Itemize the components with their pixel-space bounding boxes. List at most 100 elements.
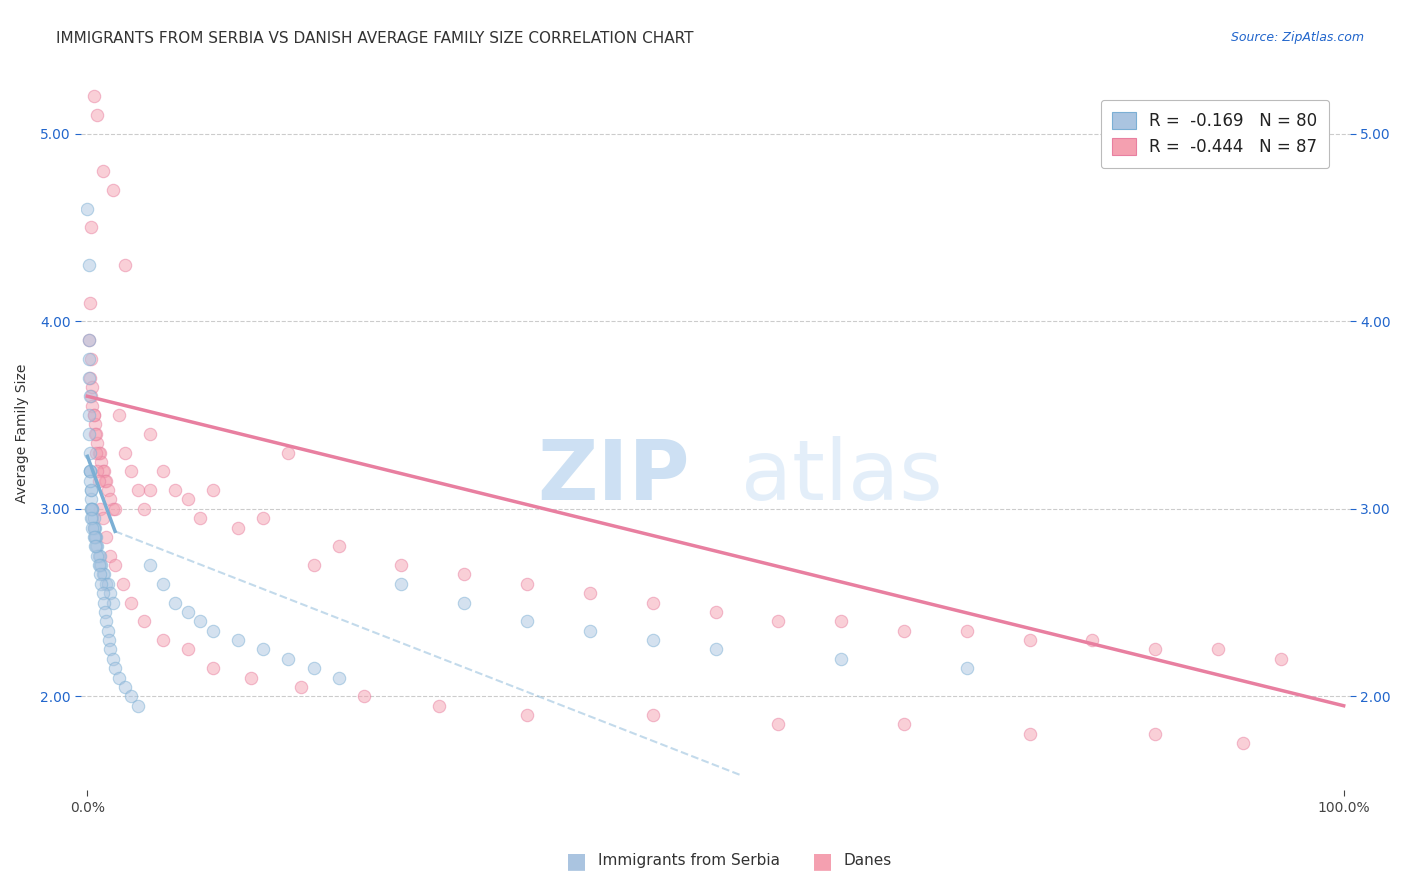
Point [93, 464, 115, 478]
Text: ■: ■ [813, 851, 832, 871]
Point [226, 520, 249, 534]
Point [84, 539, 107, 553]
Text: IMMIGRANTS FROM SERBIA VS DANISH AVERAGE FAMILY SIZE CORRELATION CHART: IMMIGRANTS FROM SERBIA VS DANISH AVERAGE… [56, 31, 693, 46]
Point [768, 717, 790, 731]
Point [80, 492, 103, 507]
Point [90, 558, 112, 572]
Point [77, 408, 100, 422]
Point [1144, 642, 1167, 657]
Point [114, 680, 136, 694]
Point [127, 698, 149, 713]
Point [302, 558, 325, 572]
Text: atlas: atlas [741, 436, 942, 517]
Text: ZIP: ZIP [537, 436, 690, 517]
Point [302, 661, 325, 675]
Point [79, 370, 101, 384]
Point [89, 501, 111, 516]
Point [579, 586, 602, 600]
Text: Immigrants from Serbia: Immigrants from Serbia [598, 854, 779, 868]
Point [101, 596, 124, 610]
Point [94, 474, 117, 488]
Point [86, 549, 108, 563]
Point [80, 351, 103, 366]
Point [830, 652, 852, 666]
Point [77, 426, 100, 441]
Point [86, 436, 108, 450]
Point [82, 380, 104, 394]
Point [80, 511, 103, 525]
Point [252, 642, 274, 657]
Point [108, 408, 131, 422]
Point [79, 445, 101, 459]
Point [80, 501, 103, 516]
Point [139, 426, 162, 441]
Point [202, 624, 225, 638]
Point [91, 586, 114, 600]
Point [84, 426, 107, 441]
Point [83, 520, 105, 534]
Point [84, 530, 107, 544]
Point [87, 558, 110, 572]
Point [77, 333, 100, 347]
Point [239, 671, 262, 685]
Point [277, 652, 299, 666]
Point [80, 220, 103, 235]
Point [91, 464, 114, 478]
Point [97, 633, 120, 648]
Point [453, 596, 475, 610]
Point [93, 596, 115, 610]
Point [1018, 633, 1040, 648]
Legend: R =  -0.169   N = 80, R =  -0.444   N = 87: R = -0.169 N = 80, R = -0.444 N = 87 [1101, 100, 1329, 168]
Point [84, 539, 107, 553]
Text: ■: ■ [567, 851, 586, 871]
Point [956, 661, 979, 675]
Point [1144, 727, 1167, 741]
Point [79, 295, 101, 310]
Point [165, 596, 187, 610]
Point [80, 501, 103, 516]
Point [177, 642, 200, 657]
Point [87, 549, 110, 563]
Point [277, 445, 299, 459]
Point [96, 615, 118, 629]
Point [453, 567, 475, 582]
Point [87, 445, 110, 459]
Point [427, 698, 450, 713]
Point [96, 624, 118, 638]
Point [80, 483, 103, 497]
Point [87, 474, 110, 488]
Point [83, 408, 105, 422]
Point [96, 577, 118, 591]
Point [98, 642, 121, 657]
Point [202, 661, 225, 675]
Point [82, 511, 104, 525]
Point [96, 530, 118, 544]
Point [80, 483, 103, 497]
Point [79, 464, 101, 478]
Point [704, 605, 727, 619]
Text: Source: ZipAtlas.com: Source: ZipAtlas.com [1230, 31, 1364, 45]
Point [1270, 652, 1292, 666]
Point [79, 474, 101, 488]
Point [516, 615, 538, 629]
Point [82, 520, 104, 534]
Point [83, 530, 105, 544]
Point [77, 258, 100, 272]
Point [83, 408, 105, 422]
Point [84, 530, 107, 544]
Point [86, 108, 108, 122]
Point [83, 520, 105, 534]
Point [120, 596, 142, 610]
Point [104, 661, 127, 675]
Point [152, 464, 174, 478]
Point [1232, 736, 1254, 750]
Point [893, 624, 915, 638]
Point [704, 642, 727, 657]
Point [114, 258, 136, 272]
Point [111, 577, 134, 591]
Point [108, 671, 131, 685]
Point [152, 577, 174, 591]
Point [82, 501, 104, 516]
Y-axis label: Average Family Size: Average Family Size [15, 364, 30, 503]
Point [84, 426, 107, 441]
